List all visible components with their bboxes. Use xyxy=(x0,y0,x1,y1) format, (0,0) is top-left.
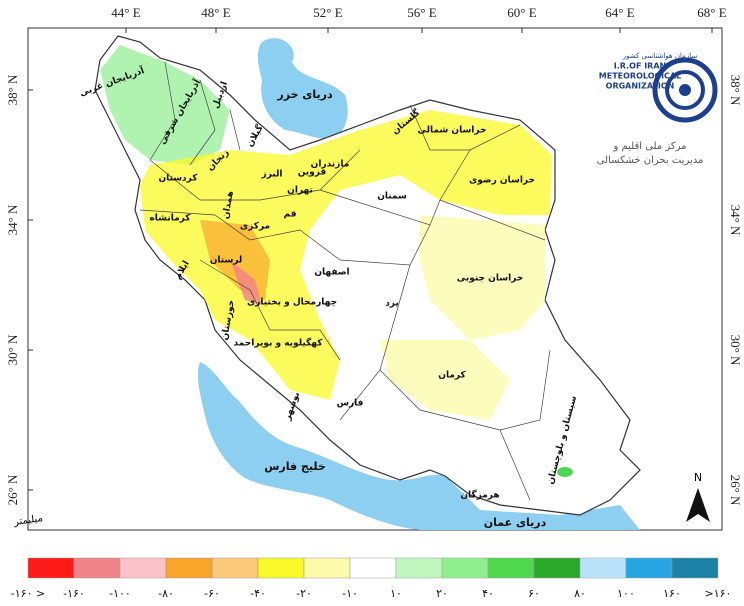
legend-swatch xyxy=(395,557,443,579)
legend-label: ۱۰ xyxy=(390,587,402,600)
legend-label: -۸۰ xyxy=(158,587,174,600)
north-label: N xyxy=(694,471,702,484)
province-label: کرمان xyxy=(438,371,466,381)
legend-swatch xyxy=(349,557,397,579)
province-label: هرمزگان xyxy=(460,489,499,501)
legend-label: ۸۰ xyxy=(574,587,586,600)
legend-label: ۶۰ xyxy=(528,587,540,600)
lat-label: 30° N xyxy=(5,334,20,365)
legend-label: -۱۰ xyxy=(342,587,358,600)
legend-unit: میلیمتر xyxy=(12,513,43,528)
legend-label: -۱۶۰ xyxy=(63,587,85,600)
lat-label: 38° N xyxy=(5,74,20,105)
legend-swatch xyxy=(487,557,535,579)
logo-org: سازمان هواشناسی کشور xyxy=(622,52,698,60)
legend-label: -۱۰۰ xyxy=(109,587,131,600)
province-label: خراسان رضوی xyxy=(469,176,535,186)
lon-label: 68° E xyxy=(697,5,726,20)
legend-label: -۶۰ xyxy=(204,587,220,600)
lon-label: 64° E xyxy=(605,5,634,20)
province-label: چهارمحال و بختیاری xyxy=(247,298,337,308)
wet-spot xyxy=(557,467,573,477)
caspian-sea xyxy=(257,38,348,140)
lat-label: 26° N xyxy=(728,475,743,506)
dry-area xyxy=(140,110,552,400)
lat-label: 38° N xyxy=(728,75,743,106)
province-label: لرستان xyxy=(210,256,243,266)
lon-label: 48° E xyxy=(201,5,230,20)
legend-label: ۱۶۰ xyxy=(663,587,681,600)
legend-label: ۱۰۰ xyxy=(617,587,635,600)
lon-label: 60° E xyxy=(507,5,536,20)
province-label: یزد xyxy=(385,299,399,309)
legend-swatch xyxy=(211,557,259,579)
legend-swatch xyxy=(257,557,305,579)
lon-label: 56° E xyxy=(407,5,436,20)
logo xyxy=(652,57,718,123)
province-boundaries xyxy=(139,61,551,501)
logo-center: مدیریت بحران خشکسالی xyxy=(597,155,704,166)
mild-dry-area xyxy=(380,340,510,420)
province-label: تهران xyxy=(287,186,313,196)
lat-label: 34° N xyxy=(728,205,743,236)
province-label: اصفهان xyxy=(314,268,349,278)
logo-line: ORGANIZATION xyxy=(606,82,675,91)
legend-swatch xyxy=(579,557,627,579)
province-label: خراسان شمالی xyxy=(418,126,487,136)
province-label: قم xyxy=(284,210,297,220)
sea-label: دریای خزر xyxy=(276,88,333,101)
logo-line: METEOROLOGICAL xyxy=(599,72,681,81)
legend-swatch xyxy=(73,557,121,579)
province-label: کردستان xyxy=(158,174,198,184)
province-label: همدان xyxy=(221,190,236,220)
legend-swatch xyxy=(165,557,213,579)
lat-label: 26° N xyxy=(5,474,20,505)
legend-label: >۱۶۰ xyxy=(705,587,732,600)
lat-label: 34° N xyxy=(5,204,20,235)
legend-swatch xyxy=(303,557,351,579)
province-label: خراسان جنوبی xyxy=(457,274,524,284)
province-label: فارس xyxy=(337,399,364,409)
sea-label: خلیج فارس xyxy=(264,460,326,473)
province-label: البرز xyxy=(261,170,283,180)
legend-swatch xyxy=(625,557,673,579)
lat-label: 30° N xyxy=(728,335,743,366)
severe-dry-area xyxy=(230,260,262,305)
legend-label: -۴۰ xyxy=(250,587,266,600)
north-arrow xyxy=(686,488,710,522)
province-label: کرمانشاه xyxy=(149,214,191,224)
wet-area xyxy=(100,45,230,165)
province-label: کهگیلویه و بویراحمد xyxy=(234,337,324,349)
legend-label: ۲۰ xyxy=(436,587,448,600)
southern-seas xyxy=(197,362,640,530)
legend-label: -۲۰ xyxy=(296,587,312,600)
legend-label: -۱۶۰ > xyxy=(11,587,45,600)
legend-label: ۴۰ xyxy=(482,587,494,600)
mild-dry-area xyxy=(420,215,545,340)
legend-swatch xyxy=(533,557,581,579)
province-label: قزوین xyxy=(298,168,327,178)
logo-line: I.R.OF IRAN xyxy=(614,62,666,71)
legend-swatch xyxy=(671,557,719,579)
logo-center: مرکز ملی اقلیم و xyxy=(612,141,686,152)
lon-label: 52° E xyxy=(313,5,342,20)
lon-label: 44° E xyxy=(111,5,140,20)
legend-swatch xyxy=(27,557,75,579)
province-label: مازندران xyxy=(311,160,350,170)
province-label: مرکزی xyxy=(240,222,270,232)
province-label: سمنان xyxy=(377,192,407,202)
legend-swatch xyxy=(441,557,489,579)
sea-label: دریای عمان xyxy=(484,516,547,529)
legend-swatch xyxy=(119,557,167,579)
